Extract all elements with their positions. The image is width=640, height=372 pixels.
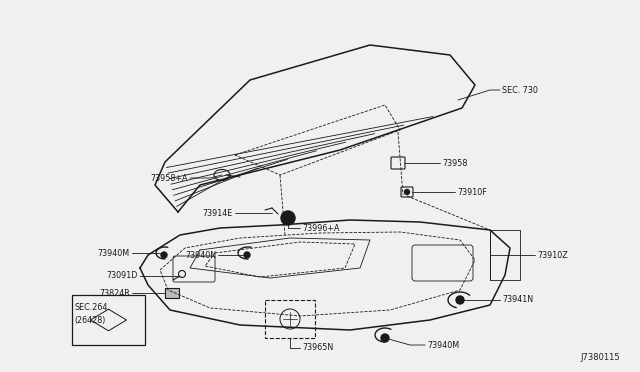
Text: 73910F: 73910F — [457, 187, 487, 196]
Circle shape — [161, 252, 167, 258]
Text: SEC.264: SEC.264 — [74, 304, 108, 312]
Text: 73965N: 73965N — [302, 343, 333, 353]
Circle shape — [381, 334, 389, 342]
Circle shape — [244, 252, 250, 258]
Circle shape — [281, 211, 295, 225]
Text: 73940M: 73940M — [427, 340, 459, 350]
Text: (26428): (26428) — [74, 315, 106, 324]
Text: 73824R: 73824R — [99, 289, 130, 298]
Text: 73996+A: 73996+A — [302, 224, 339, 232]
Bar — [165, 288, 179, 298]
Bar — [265, 300, 315, 338]
Text: 73958+A: 73958+A — [150, 173, 188, 183]
Circle shape — [404, 189, 410, 195]
Text: 73910Z: 73910Z — [537, 250, 568, 260]
Text: SEC. 730: SEC. 730 — [502, 86, 538, 94]
Bar — [72, 295, 145, 345]
Text: J7380115: J7380115 — [580, 353, 620, 362]
Circle shape — [456, 296, 464, 304]
Text: 73940N: 73940N — [185, 250, 216, 260]
Text: 73091D: 73091D — [107, 272, 138, 280]
Text: 73941N: 73941N — [502, 295, 533, 305]
Text: 73958: 73958 — [442, 158, 467, 167]
Text: 73914E: 73914E — [203, 208, 233, 218]
Text: 73940M: 73940M — [98, 248, 130, 257]
